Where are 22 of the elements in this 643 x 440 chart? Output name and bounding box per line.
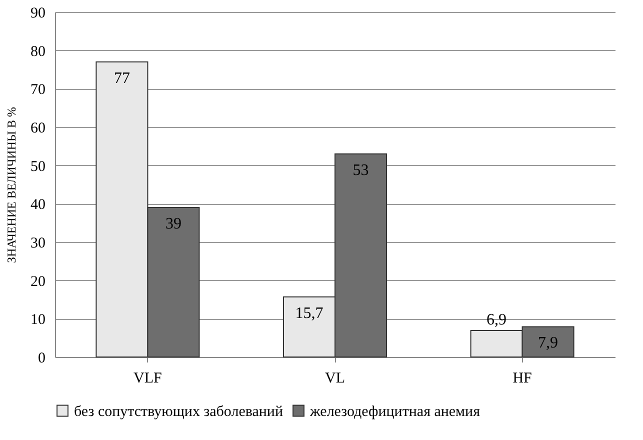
y-tick-label: 90 xyxy=(30,6,46,22)
data-label: 7,9 xyxy=(538,334,558,352)
data-label: 77 xyxy=(114,70,130,87)
y-tick-label: 50 xyxy=(30,158,46,175)
legend-label: железодефицитная анемия xyxy=(309,404,480,420)
y-tick-label: 30 xyxy=(30,236,46,252)
y-tick-label: 60 xyxy=(30,120,46,136)
data-label: 15,7 xyxy=(295,304,324,322)
data-label: 53 xyxy=(352,162,369,179)
data-label: 6,9 xyxy=(486,312,507,329)
y-tick-label: 10 xyxy=(30,312,46,328)
y-tick-label: 0 xyxy=(38,350,46,366)
x-tick-label: HF xyxy=(512,370,532,386)
y-axis-title: ЗНАЧЕНИЕ ВЕЛИЧИНЫ В % xyxy=(4,107,18,263)
y-tick-label: 20 xyxy=(30,274,46,290)
data-label: 39 xyxy=(165,216,182,232)
y-tick-label: 40 xyxy=(30,197,46,214)
legend-label: без сопутствующих заболеваний xyxy=(74,404,283,420)
x-tick-label: VLF xyxy=(134,370,162,386)
y-tick-label: 70 xyxy=(30,82,46,98)
x-tick-label: VL xyxy=(325,370,345,386)
y-tick-label: 80 xyxy=(30,44,46,60)
